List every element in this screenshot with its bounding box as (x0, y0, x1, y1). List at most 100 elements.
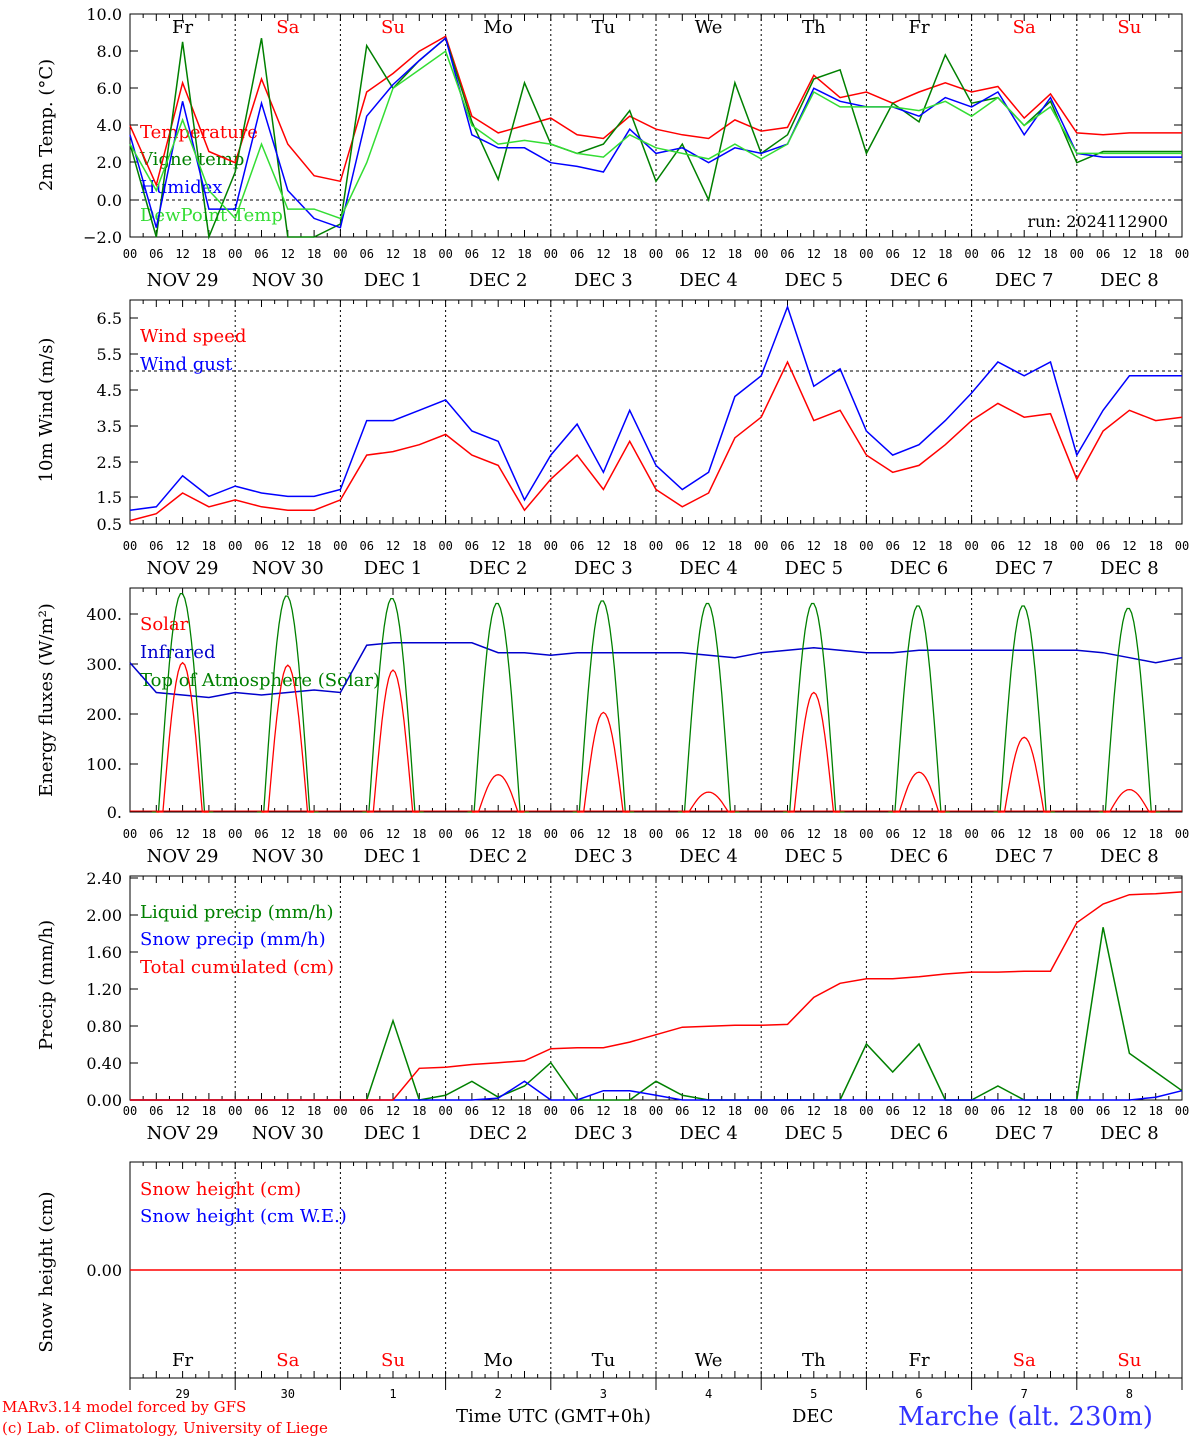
hour-label: 12 (596, 539, 610, 553)
hour-label: 00 (964, 247, 978, 261)
hour-label: 06 (149, 1104, 163, 1118)
legend-snow-height-cm-w-e-: Snow height (cm W.E.) (140, 1206, 347, 1227)
hour-label: 06 (359, 247, 373, 261)
hour-label: 18 (1148, 827, 1162, 841)
hour-label: 12 (281, 539, 295, 553)
hour-label: 06 (885, 827, 899, 841)
hour-label: 06 (885, 247, 899, 261)
hour-label: 00 (649, 1104, 663, 1118)
hour-label: 18 (1148, 1104, 1162, 1118)
hour-label: 18 (1148, 539, 1162, 553)
hour-label: 00 (1175, 539, 1189, 553)
hour-label: 12 (386, 827, 400, 841)
hour-label: 06 (1096, 1104, 1110, 1118)
day-number-label: 29 (175, 1387, 189, 1401)
date-label: DEC 1 (364, 846, 423, 867)
y-tick-label: 6.5 (97, 309, 122, 328)
hour-label: 12 (491, 827, 505, 841)
hour-label: 00 (1175, 247, 1189, 261)
hour-label: 18 (307, 539, 321, 553)
hour-label: 00 (228, 247, 242, 261)
day-number-label: 4 (705, 1387, 712, 1401)
date-label: DEC 8 (1100, 846, 1159, 867)
date-label: DEC 1 (364, 558, 423, 579)
weekday-label: Su (1117, 1350, 1141, 1371)
hour-label: 00 (1175, 827, 1189, 841)
hour-label: 06 (780, 247, 794, 261)
series-line-solar (1103, 788, 1156, 813)
legend-snow-height-cm-: Snow height (cm) (140, 1179, 301, 1200)
hour-label: 00 (754, 827, 768, 841)
hour-label: 18 (1043, 827, 1057, 841)
day-number-label: 7 (1021, 1387, 1028, 1401)
day-number-label: 30 (281, 1387, 295, 1401)
series-line-top-of-atmosphere (888, 605, 950, 813)
day-number-label: 6 (915, 1387, 922, 1401)
model-credit: MARv3.14 model forced by GFS (2, 1398, 247, 1416)
hour-label: 18 (202, 1104, 216, 1118)
hour-label: 06 (780, 827, 794, 841)
series-line-top-of-atmosphere (362, 597, 424, 813)
date-label: DEC 3 (574, 270, 633, 291)
y-tick-label: 300. (86, 655, 122, 674)
date-label: NOV 29 (147, 270, 219, 291)
y-tick-label: 0.00 (86, 1261, 122, 1280)
hour-label: 00 (649, 827, 663, 841)
legend-wind-gust: Wind gust (140, 354, 233, 375)
series-line-liquid-precip-mm-h- (130, 927, 1183, 1101)
y-tick-label: 0. (107, 803, 122, 822)
series-line-top-of-atmosphere (572, 600, 635, 813)
hour-label: 12 (912, 827, 926, 841)
date-label: DEC 8 (1100, 270, 1159, 291)
hour-label: 18 (728, 539, 742, 553)
hour-label: 06 (570, 539, 584, 553)
hour-label: 12 (1122, 827, 1136, 841)
series-line-solar (892, 771, 946, 813)
hour-label: 00 (333, 539, 347, 553)
hour-label: 12 (175, 827, 189, 841)
hour-label: 06 (359, 539, 373, 553)
x-axis-label: Time UTC (GMT+0h) (456, 1406, 651, 1427)
date-label: DEC 5 (785, 846, 844, 867)
series-line-solar (261, 664, 315, 813)
y-axis-label: 2m Temp. (°C) (36, 59, 57, 191)
date-label: DEC 6 (890, 270, 949, 291)
weekday-label: Tu (592, 1350, 616, 1371)
hour-label: 06 (465, 1104, 479, 1118)
hour-label: 12 (912, 1104, 926, 1118)
hour-label: 18 (833, 539, 847, 553)
hour-label: 18 (412, 247, 426, 261)
hour-label: 12 (807, 1104, 821, 1118)
weekday-label: Mo (484, 1350, 513, 1371)
hour-label: 00 (333, 827, 347, 841)
hour-label: 18 (938, 539, 952, 553)
hour-label: 18 (728, 827, 742, 841)
hour-label: 00 (544, 539, 558, 553)
y-axis-label: Snow height (cm) (36, 1191, 57, 1352)
weekday-label: Fr (908, 17, 929, 38)
hour-label: 12 (281, 827, 295, 841)
series-line-top-of-atmosphere (677, 602, 740, 813)
hour-label: 06 (780, 539, 794, 553)
hour-label: 12 (175, 539, 189, 553)
date-label: DEC 3 (574, 558, 633, 579)
hour-label: 06 (991, 247, 1005, 261)
hour-label: 00 (754, 1104, 768, 1118)
hour-label: 12 (281, 1104, 295, 1118)
hour-label: 18 (833, 247, 847, 261)
hour-label: 18 (938, 247, 952, 261)
hour-label: 12 (807, 827, 821, 841)
hour-label: 12 (175, 1104, 189, 1118)
y-tick-label: 1.60 (86, 943, 122, 962)
hour-label: 12 (701, 539, 715, 553)
hour-label: 00 (123, 1104, 137, 1118)
weekday-label: Su (381, 17, 405, 38)
date-label: DEC 3 (574, 1123, 633, 1144)
hour-label: 06 (780, 1104, 794, 1118)
hour-label: 00 (228, 539, 242, 553)
hour-label: 18 (833, 1104, 847, 1118)
hour-label: 18 (1043, 1104, 1057, 1118)
hour-label: 18 (412, 1104, 426, 1118)
hour-label: 00 (438, 1104, 452, 1118)
hour-label: 00 (859, 539, 873, 553)
